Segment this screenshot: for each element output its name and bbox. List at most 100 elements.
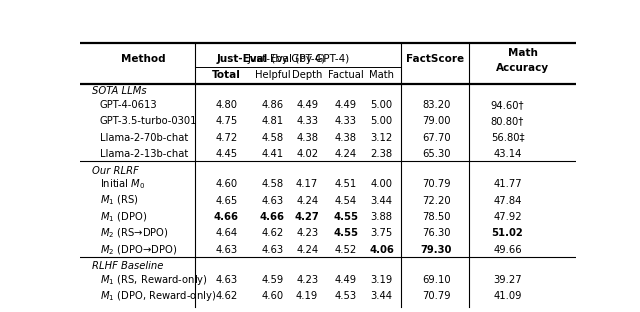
- Text: 4.45: 4.45: [215, 149, 237, 159]
- Text: 3.12: 3.12: [371, 133, 393, 143]
- Text: GPT-3.5-turbo-0301: GPT-3.5-turbo-0301: [100, 116, 197, 126]
- Text: 4.24: 4.24: [296, 245, 318, 255]
- Text: 4.66: 4.66: [260, 212, 285, 222]
- Text: 4.49: 4.49: [296, 100, 318, 110]
- Text: 41.77: 41.77: [493, 179, 522, 189]
- Text: 4.60: 4.60: [215, 179, 237, 189]
- Text: 4.53: 4.53: [335, 291, 357, 301]
- Text: 56.80‡: 56.80‡: [491, 133, 524, 143]
- Text: 4.62: 4.62: [261, 228, 284, 238]
- Text: 76.30: 76.30: [422, 228, 451, 238]
- Text: 4.19: 4.19: [296, 291, 318, 301]
- Text: 5.00: 5.00: [371, 100, 392, 110]
- Text: 79.00: 79.00: [422, 116, 451, 126]
- Text: 4.17: 4.17: [296, 179, 318, 189]
- Text: Just-Eval (by GPT-4): Just-Eval (by GPT-4): [247, 54, 349, 64]
- Text: 47.92: 47.92: [493, 212, 522, 222]
- Text: 4.59: 4.59: [261, 275, 284, 285]
- Text: Just-Eval: Just-Eval: [216, 54, 268, 64]
- Text: Factual: Factual: [328, 70, 364, 80]
- Text: 49.66: 49.66: [493, 245, 522, 255]
- Text: Llama-2-13b-chat: Llama-2-13b-chat: [100, 149, 188, 159]
- Text: Our RLRF: Our RLRF: [92, 166, 140, 176]
- Text: $M_1$ (RS): $M_1$ (RS): [100, 194, 139, 207]
- Text: 4.49: 4.49: [335, 275, 357, 285]
- Text: 83.20: 83.20: [422, 100, 451, 110]
- Text: 4.63: 4.63: [215, 275, 237, 285]
- Text: 70.79: 70.79: [422, 291, 451, 301]
- Text: Accuracy: Accuracy: [496, 63, 549, 73]
- Text: 4.66: 4.66: [214, 212, 239, 222]
- Text: 4.24: 4.24: [296, 196, 318, 206]
- Text: 94.60†: 94.60†: [491, 100, 524, 110]
- Text: 4.81: 4.81: [261, 116, 284, 126]
- Text: 4.52: 4.52: [335, 245, 357, 255]
- Text: 3.44: 3.44: [371, 196, 392, 206]
- Text: 3.19: 3.19: [371, 275, 393, 285]
- Text: 4.63: 4.63: [215, 245, 237, 255]
- Text: 78.50: 78.50: [422, 212, 451, 222]
- Text: FactScore: FactScore: [406, 54, 465, 64]
- Text: RLHF Baseline: RLHF Baseline: [92, 261, 164, 271]
- Text: 4.62: 4.62: [215, 291, 237, 301]
- Text: 4.33: 4.33: [296, 116, 318, 126]
- Text: Math: Math: [508, 48, 538, 58]
- Text: 4.63: 4.63: [261, 196, 284, 206]
- Text: 4.60: 4.60: [261, 291, 284, 301]
- Text: 43.14: 43.14: [493, 149, 522, 159]
- Text: 4.58: 4.58: [261, 179, 284, 189]
- Text: 51.02: 51.02: [492, 228, 524, 238]
- Text: 4.23: 4.23: [296, 228, 318, 238]
- Text: 4.06: 4.06: [369, 245, 394, 255]
- Text: 3.75: 3.75: [371, 228, 393, 238]
- Text: 4.41: 4.41: [261, 149, 284, 159]
- Text: Depth: Depth: [292, 70, 323, 80]
- Text: 4.51: 4.51: [335, 179, 357, 189]
- Text: 4.00: 4.00: [371, 179, 392, 189]
- Text: $M_1$ (RS, Reward-only): $M_1$ (RS, Reward-only): [100, 273, 207, 287]
- Text: 80.80†: 80.80†: [491, 116, 524, 126]
- Text: 4.80: 4.80: [215, 100, 237, 110]
- Text: 4.64: 4.64: [215, 228, 237, 238]
- Text: 4.58: 4.58: [261, 133, 284, 143]
- Text: 4.65: 4.65: [215, 196, 237, 206]
- Text: Initial $M_0$: Initial $M_0$: [100, 177, 145, 191]
- Text: 79.30: 79.30: [420, 245, 452, 255]
- Text: Math: Math: [369, 70, 394, 80]
- Text: 3.88: 3.88: [371, 212, 392, 222]
- Text: 4.38: 4.38: [296, 133, 318, 143]
- Text: $M_2$ (DPO→DPO): $M_2$ (DPO→DPO): [100, 243, 177, 257]
- Text: 4.02: 4.02: [296, 149, 318, 159]
- Text: 69.10: 69.10: [422, 275, 451, 285]
- Text: 4.24: 4.24: [335, 149, 357, 159]
- Text: 3.44: 3.44: [371, 291, 392, 301]
- Text: $M_1$ (DPO): $M_1$ (DPO): [100, 210, 147, 224]
- Text: 41.09: 41.09: [493, 291, 522, 301]
- Text: 4.86: 4.86: [261, 100, 284, 110]
- Text: 4.72: 4.72: [215, 133, 237, 143]
- Text: Llama-2-70b-chat: Llama-2-70b-chat: [100, 133, 188, 143]
- Text: 67.70: 67.70: [422, 133, 451, 143]
- Text: $M_2$ (RS→DPO): $M_2$ (RS→DPO): [100, 227, 169, 240]
- Text: 39.27: 39.27: [493, 275, 522, 285]
- Text: (by GPT-4): (by GPT-4): [268, 54, 325, 64]
- Text: 4.55: 4.55: [333, 212, 358, 222]
- Text: Method: Method: [122, 54, 166, 64]
- Text: 47.84: 47.84: [493, 196, 522, 206]
- Text: Helpful: Helpful: [255, 70, 291, 80]
- Text: Total: Total: [212, 70, 241, 80]
- Text: SOTA LLMs: SOTA LLMs: [92, 86, 147, 96]
- Text: GPT-4-0613: GPT-4-0613: [100, 100, 157, 110]
- Text: 4.75: 4.75: [215, 116, 237, 126]
- Text: 70.79: 70.79: [422, 179, 451, 189]
- Text: 5.00: 5.00: [371, 116, 392, 126]
- Text: 4.54: 4.54: [335, 196, 357, 206]
- Text: $M_1$ (DPO, Reward-only): $M_1$ (DPO, Reward-only): [100, 289, 216, 303]
- Text: 4.27: 4.27: [295, 212, 319, 222]
- Text: 2.38: 2.38: [371, 149, 392, 159]
- Text: 4.33: 4.33: [335, 116, 357, 126]
- Text: 4.63: 4.63: [261, 245, 284, 255]
- Text: 4.38: 4.38: [335, 133, 357, 143]
- Text: 4.49: 4.49: [335, 100, 357, 110]
- Text: 65.30: 65.30: [422, 149, 451, 159]
